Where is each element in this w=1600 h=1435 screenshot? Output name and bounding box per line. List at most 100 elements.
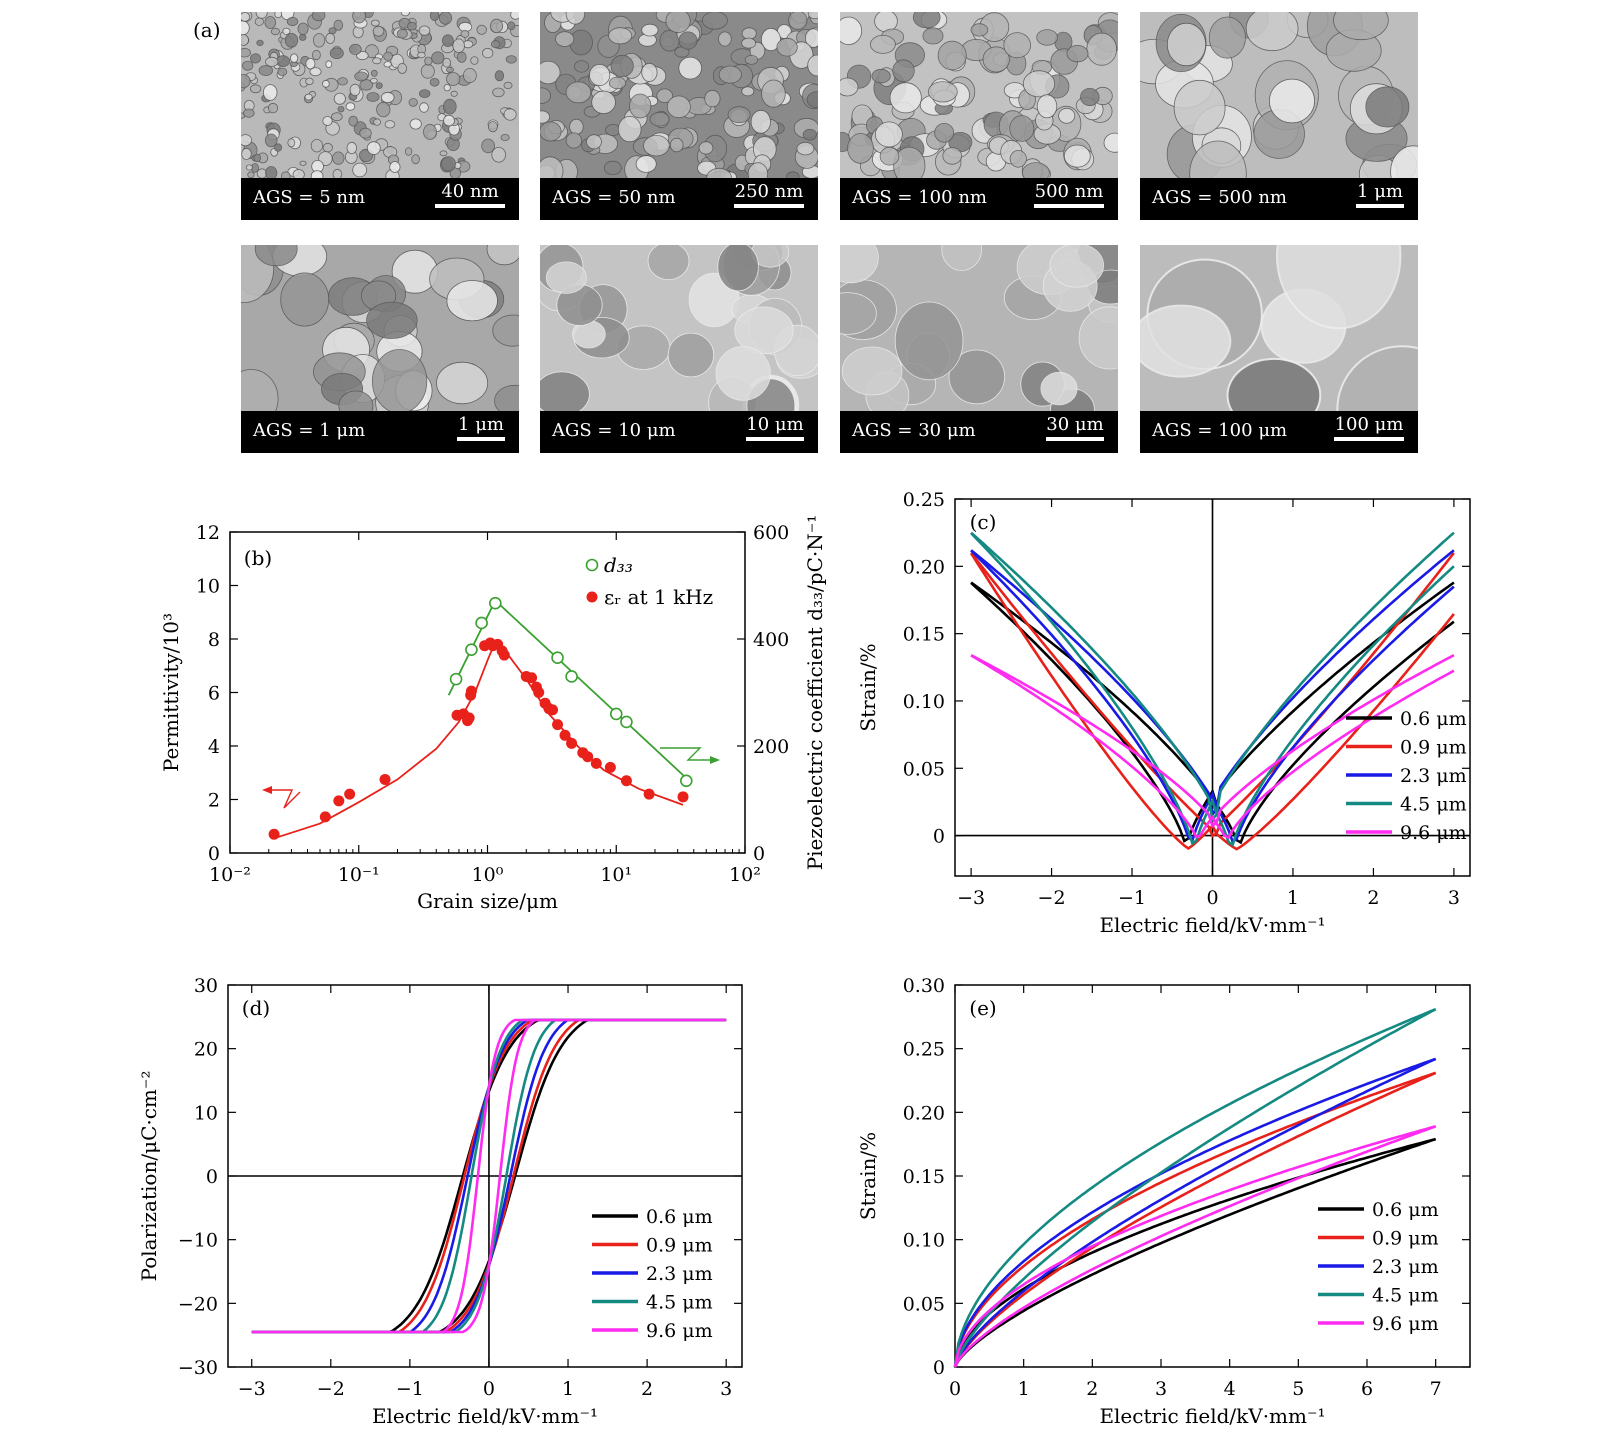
legend-label-e: 0.9 μm (1372, 1228, 1439, 1250)
scale-bar-line (1046, 437, 1104, 441)
data-point-permittivity (465, 685, 477, 697)
y-tick-label-c: 0.05 (903, 758, 945, 780)
x-tick-label-c: 2 (1367, 887, 1379, 909)
data-point-d33 (465, 643, 478, 657)
data-point-d33 (679, 774, 693, 788)
legend-label-c: 9.6 μm (1400, 822, 1467, 844)
scale-bar-label: 30 μm (1046, 414, 1104, 435)
data-point-d33 (475, 616, 488, 630)
data-point-permittivity (552, 719, 564, 731)
series-line-c (970, 549, 1455, 844)
sem-caption-bar: AGS = 100 μm 100 μm (1140, 411, 1418, 453)
y-tick-label-e: 0.25 (903, 1039, 945, 1061)
data-point-permittivity (344, 788, 356, 800)
data-point-permittivity (559, 729, 571, 741)
scale-bar-line (1034, 204, 1104, 208)
panel-label-c: (c) (970, 510, 997, 534)
scale-bar-label: 100 μm (1334, 414, 1404, 435)
scale-bar-line (746, 437, 804, 441)
series-line-e (953, 1071, 1437, 1368)
legend-label-c: 0.6 μm (1400, 708, 1467, 730)
y2-tick-label-b: 0 (753, 843, 765, 865)
sem-ags-label: AGS = 100 nm (852, 187, 987, 208)
legend-label-e: 2.3 μm (1372, 1256, 1439, 1278)
data-point-permittivity (533, 687, 545, 698)
x-axis-label-b: Grain size/μm (417, 889, 558, 913)
scale-bar-line (1356, 204, 1404, 208)
y-tick-label-d: −30 (178, 1357, 218, 1379)
data-point-d33 (551, 651, 564, 665)
x-tick-label-b: 10⁻² (209, 864, 251, 886)
series-line-e (953, 1125, 1437, 1368)
sem-scale-bar: 1 μm (1356, 181, 1404, 208)
micrograph-texture (540, 245, 818, 411)
x-tick-label-e: 7 (1430, 1378, 1442, 1400)
scale-bar-label: 40 nm (441, 181, 499, 202)
data-point-permittivity (268, 828, 280, 840)
sem-image: AGS = 5 nm 40 nm (241, 12, 519, 220)
series-line-e (953, 1008, 1437, 1368)
y-tick-label-d: 20 (194, 1039, 218, 1061)
data-point-permittivity (526, 672, 538, 684)
sem-ags-label: AGS = 100 μm (1152, 420, 1288, 441)
x-tick-label-c: 3 (1448, 887, 1460, 909)
legend-marker-permittivity (586, 591, 598, 603)
y-tick-label-b: 4 (208, 736, 220, 758)
y-tick-label-e: 0 (933, 1357, 945, 1379)
panel-a-label: (a) (193, 18, 221, 42)
x-axis-label-d: Electric field/kV·mm⁻¹ (372, 1404, 598, 1428)
y-tick-label-d: −20 (178, 1293, 218, 1315)
series-line-e (953, 1071, 1437, 1368)
x-tick-label-d: −2 (317, 1378, 345, 1400)
scale-bar-label: 250 nm (734, 181, 804, 202)
sem-ags-label: AGS = 30 μm (852, 420, 976, 441)
y-tick-label-c: 0.15 (903, 624, 945, 646)
x-tick-label-c: 0 (1206, 887, 1218, 909)
sem-ags-label: AGS = 5 nm (253, 187, 366, 208)
scale-bar-line (435, 204, 505, 208)
sem-image: AGS = 100 nm 500 nm (840, 12, 1118, 220)
x-tick-label-e: 2 (1086, 1378, 1098, 1400)
legend-label-e: 0.6 μm (1372, 1199, 1439, 1221)
scale-bar-line (1334, 437, 1404, 441)
data-point-permittivity (677, 791, 689, 803)
data-point-permittivity (463, 712, 475, 724)
y-tick-label-c: 0.25 (903, 489, 945, 511)
data-point-permittivity (379, 773, 391, 785)
micrograph-texture (241, 245, 519, 411)
y2-tick-label-b: 400 (753, 629, 789, 651)
y-tick-label-e: 0.30 (903, 975, 945, 997)
sem-ags-label: AGS = 1 μm (253, 420, 366, 441)
series-line-c (970, 552, 1455, 838)
data-point-permittivity (547, 704, 559, 716)
sem-image: AGS = 500 nm 1 μm (1140, 12, 1418, 220)
data-point-d33 (620, 715, 633, 729)
x-tick-label-d: −3 (238, 1378, 266, 1400)
legend-label-d: 2.3 μm (646, 1263, 713, 1285)
sem-image: AGS = 100 μm 100 μm (1140, 245, 1418, 453)
x-tick-label-e: 5 (1292, 1378, 1304, 1400)
x-axis-label-e: Electric field/kV·mm⁻¹ (1099, 1404, 1325, 1428)
series-line-e (953, 1057, 1437, 1368)
sem-scale-bar: 30 μm (1046, 414, 1104, 441)
sem-image: AGS = 1 μm 1 μm (241, 245, 519, 453)
panel-label-d: (d) (242, 996, 270, 1020)
x-tick-label-e: 1 (1018, 1378, 1030, 1400)
sem-caption-bar: AGS = 30 μm 30 μm (840, 411, 1118, 453)
legend-label-d: 4.5 μm (646, 1292, 713, 1314)
x-tick-label-d: 3 (720, 1378, 732, 1400)
y2-tick-label-b: 600 (753, 522, 789, 544)
micrograph-texture (1140, 12, 1418, 178)
data-point-d33 (449, 672, 463, 686)
data-point-permittivity (333, 795, 345, 807)
sem-caption-bar: AGS = 10 μm 10 μm (540, 411, 818, 453)
micrograph-texture (540, 12, 818, 178)
legend-label-permittivity: εᵣ at 1 kHz (604, 585, 713, 609)
series-line-e (953, 1007, 1437, 1368)
plot-frame-e (954, 984, 1471, 1368)
y-tick-label-d: 30 (194, 975, 218, 997)
scale-bar-line (457, 437, 505, 441)
x-tick-label-e: 4 (1224, 1378, 1236, 1400)
sem-caption-bar: AGS = 5 nm 40 nm (241, 178, 519, 220)
